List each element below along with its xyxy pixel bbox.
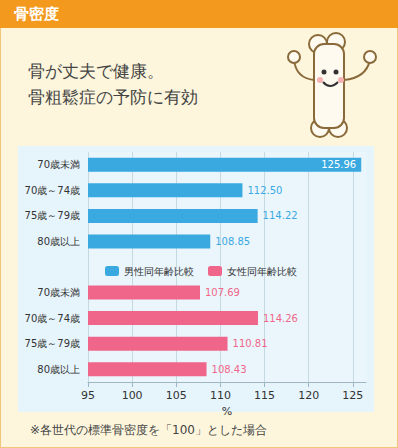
svg-text:70歳～74歳: 70歳～74歳 (25, 313, 80, 324)
svg-text:125.96: 125.96 (321, 159, 356, 170)
svg-text:100: 100 (122, 389, 143, 402)
svg-text:95: 95 (81, 389, 95, 402)
svg-text:110.81: 110.81 (233, 338, 268, 349)
svg-text:112.50: 112.50 (247, 185, 282, 196)
svg-text:107.69: 107.69 (205, 287, 240, 298)
svg-text:75歳～79歳: 75歳～79歳 (25, 210, 80, 221)
html-text:骨密度: 骨密度 (14, 5, 59, 23)
html-text:骨が丈夫で健康。 骨粗鬆症の予防に有効: 骨が丈夫で健康。 骨粗鬆症の予防に有効 (28, 61, 198, 107)
svg-text:114.26: 114.26 (263, 313, 298, 324)
svg-text:108.85: 108.85 (215, 236, 250, 247)
svg-text:115: 115 (254, 389, 275, 402)
svg-text:108.43: 108.43 (212, 364, 247, 375)
svg-text:75歳～79歳: 75歳～79歳 (25, 338, 80, 349)
svg-text:70歳未満: 70歳未満 (37, 287, 80, 298)
svg-text:80歳以上: 80歳以上 (37, 236, 80, 247)
svg-text:125: 125 (342, 389, 363, 402)
svg-text:105: 105 (166, 389, 187, 402)
svg-text:70歳未満: 70歳未満 (37, 159, 80, 170)
svg-text:114.22: 114.22 (263, 210, 298, 221)
svg-text:110: 110 (210, 389, 231, 402)
svg-text:%: % (222, 405, 232, 418)
svg-text:120: 120 (298, 389, 319, 402)
html-text:※各世代の標準骨密度を「100」とした場合: ※各世代の標準骨密度を「100」とした場合 (30, 423, 267, 437)
svg-text:70歳～74歳: 70歳～74歳 (25, 185, 80, 196)
svg-text:男性同年齢比較: 男性同年齢比較 (124, 266, 194, 277)
svg-text:女性同年齢比較: 女性同年齢比較 (227, 266, 297, 277)
svg-text:80歳以上: 80歳以上 (37, 364, 80, 375)
